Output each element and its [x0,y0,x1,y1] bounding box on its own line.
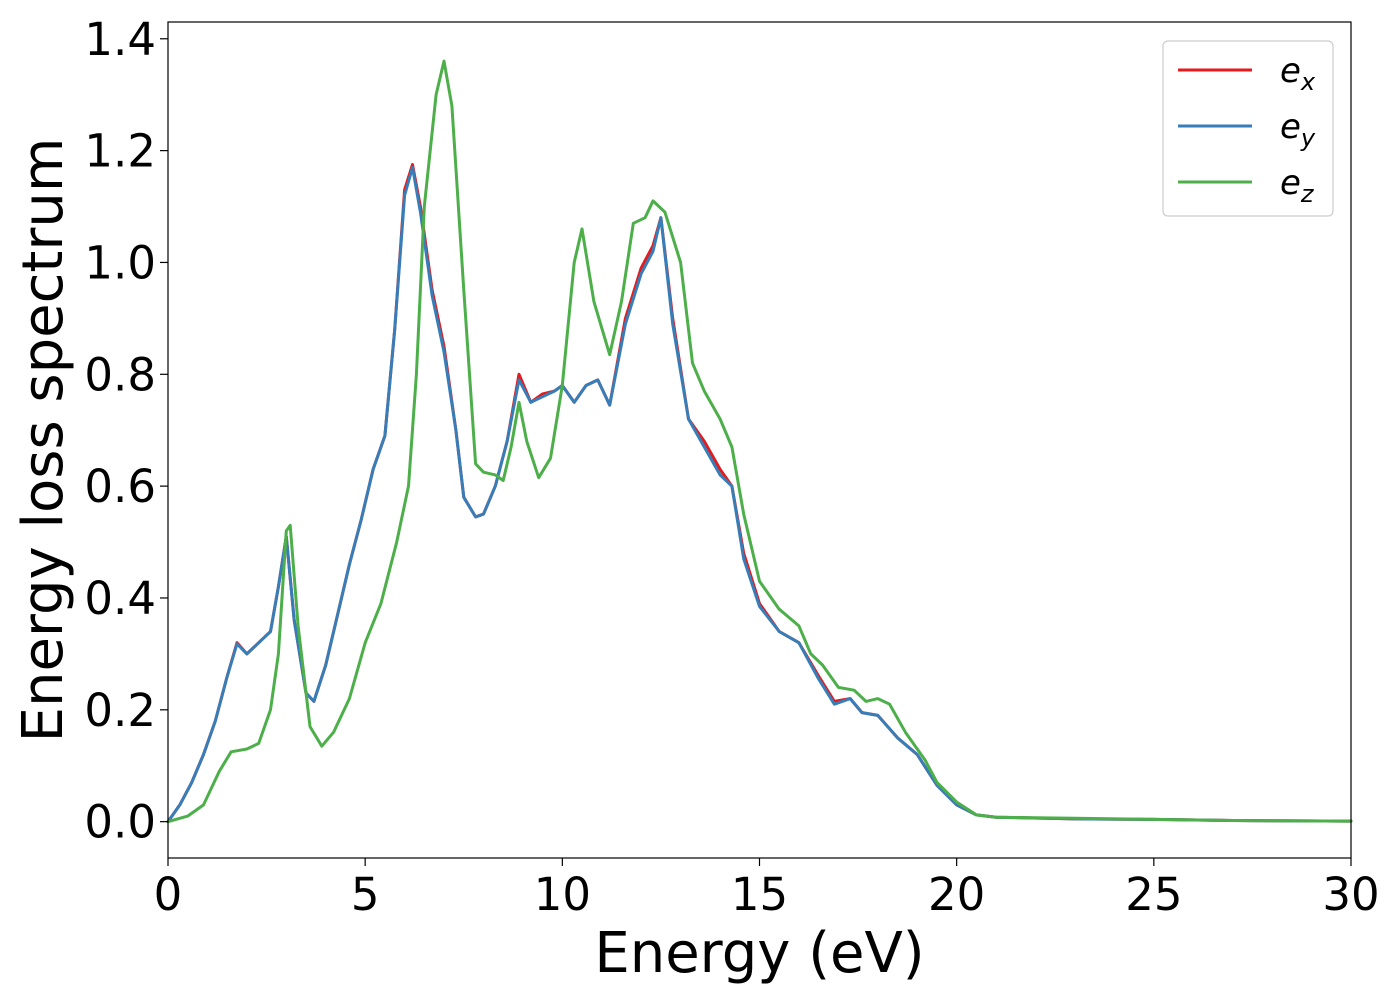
y-tick-label: 0.6 [84,460,156,513]
legend-label-z: ez [1280,163,1315,208]
y-tick-label: 1.2 [84,125,156,178]
x-axis-title: Energy (eV) [594,921,924,986]
y-axis-title: Energy loss spectrum [11,138,76,743]
legend-box [1162,40,1334,217]
legend-label-y: ey [1280,107,1316,152]
y-tick-label: 1.0 [84,236,156,289]
x-tick-label: 0 [154,868,183,921]
y-tick-label: 0.4 [84,572,156,625]
x-tick-label: 20 [928,868,985,921]
x-tick-label: 5 [351,868,380,921]
x-tick-label: 25 [1125,868,1182,921]
series-layer [166,59,1353,824]
x-tick-label: 15 [731,868,788,921]
x-tick-label: 30 [1322,868,1379,921]
y-tick-label: 0.8 [84,348,156,401]
series-line-z [166,59,1353,824]
y-tick-label: 0.2 [84,684,156,737]
ticks-layer: 0 5 10 15 20 25 30 0.0 0.2 0.4 0.6 0.8 1.0 1.2 1.4 [84,13,1379,921]
y-tick-label: 1.4 [84,13,156,66]
legend: ex ey ez [1162,40,1334,217]
legend-label-x: ex [1280,51,1316,96]
series-line-y [166,165,1353,824]
y-tick-label: 0.0 [84,796,156,849]
x-tick-label: 10 [534,868,591,921]
